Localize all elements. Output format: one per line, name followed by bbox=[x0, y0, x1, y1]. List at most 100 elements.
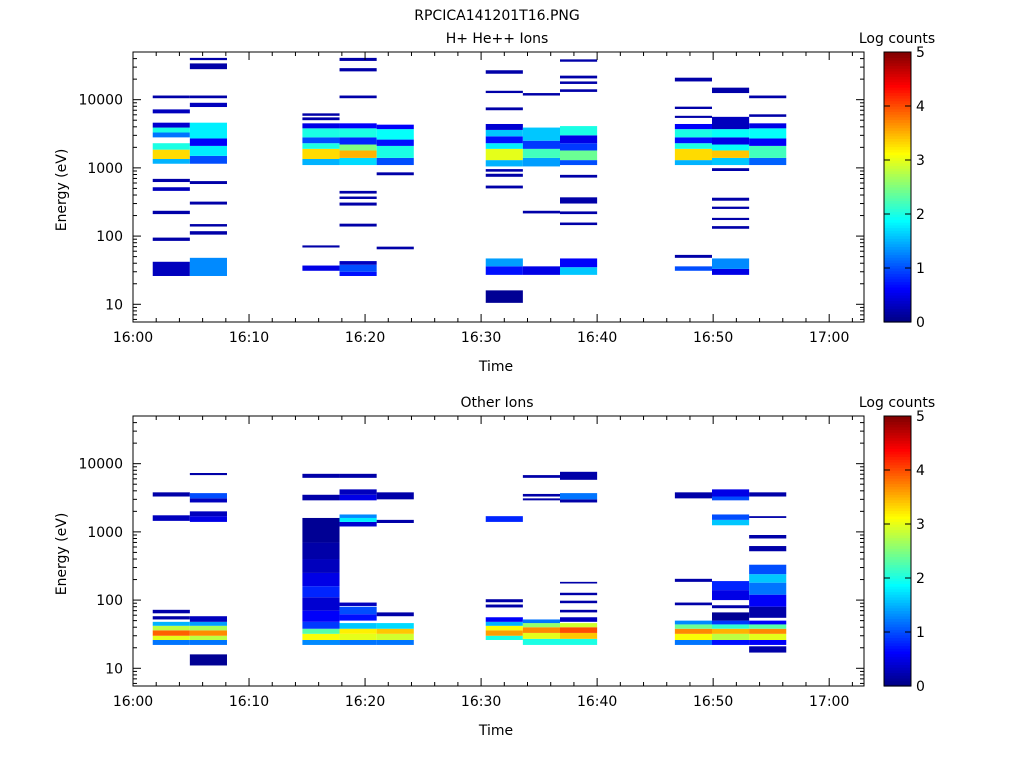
heatmap-cell bbox=[376, 519, 414, 523]
heatmap-cell bbox=[485, 136, 523, 144]
colorbar-band bbox=[884, 680, 911, 684]
colorbar-band bbox=[884, 60, 911, 64]
colorbar-band bbox=[884, 459, 911, 463]
colorbar-band bbox=[884, 295, 911, 299]
heatmap-cell bbox=[302, 633, 340, 640]
colorbar-band bbox=[884, 316, 911, 320]
colorbar-band bbox=[884, 669, 911, 674]
heatmap-cell bbox=[749, 574, 787, 583]
heatmap-cell bbox=[522, 210, 560, 214]
colorbar-band bbox=[884, 607, 911, 611]
colorbar-band bbox=[884, 488, 911, 493]
heatmap-cell bbox=[189, 493, 227, 499]
heatmap-cell bbox=[560, 581, 598, 584]
heatmap-cell bbox=[674, 160, 712, 166]
heatmap-cell bbox=[152, 621, 190, 626]
colorbar-band bbox=[884, 224, 911, 229]
colorbar-band bbox=[884, 197, 911, 202]
heatmap-cell bbox=[712, 129, 750, 138]
colorbar-tick-label: 4 bbox=[916, 99, 925, 115]
heatmap-cell bbox=[189, 201, 227, 205]
heatmap-cell bbox=[749, 492, 787, 497]
heatmap-cell bbox=[560, 258, 598, 268]
colorbar-band bbox=[884, 461, 911, 466]
x-tick-label: 16:40 bbox=[577, 694, 617, 710]
heatmap-cell bbox=[152, 635, 190, 640]
heatmap-cell bbox=[749, 535, 787, 539]
heatmap-cell bbox=[189, 181, 227, 185]
heatmap-cell bbox=[522, 623, 560, 628]
y-axis-label: Energy (eV) bbox=[54, 513, 70, 596]
colorbar-band bbox=[884, 133, 911, 137]
heatmap-cell bbox=[674, 148, 712, 161]
x-tick-label: 16:00 bbox=[113, 330, 153, 346]
colorbar-band bbox=[884, 572, 911, 576]
colorbar-band bbox=[884, 434, 911, 439]
colorbar-band bbox=[884, 81, 911, 85]
colorbar-band bbox=[884, 76, 911, 80]
heatmap-cell bbox=[712, 144, 750, 151]
colorbar-band bbox=[884, 103, 911, 107]
colorbar-band bbox=[884, 319, 911, 323]
colorbar-band bbox=[884, 52, 911, 56]
colorbar-band bbox=[884, 429, 911, 433]
colorbar-label: Log counts bbox=[859, 395, 935, 411]
heatmap-cell bbox=[485, 160, 523, 167]
y-tick-label: 10000 bbox=[78, 93, 123, 109]
colorbar-band bbox=[884, 561, 911, 566]
colorbar-band bbox=[884, 62, 911, 67]
colorbar-band bbox=[884, 567, 911, 571]
heatmap-cell bbox=[485, 185, 523, 189]
heatmap-cell bbox=[712, 496, 750, 501]
heatmap-cell bbox=[152, 187, 190, 191]
heatmap-cell bbox=[522, 627, 560, 633]
colorbar-band bbox=[884, 278, 911, 283]
heatmap-cell bbox=[522, 493, 560, 497]
colorbar-band bbox=[884, 510, 911, 514]
colorbar-band bbox=[884, 181, 911, 185]
heatmap-cell bbox=[749, 564, 787, 575]
colorbar-band bbox=[884, 211, 911, 215]
y-tick-label: 100 bbox=[96, 229, 123, 245]
colorbar-band bbox=[884, 551, 911, 555]
colorbar-band bbox=[884, 618, 911, 622]
heatmap-cell bbox=[749, 606, 787, 618]
colorbar-band bbox=[884, 615, 911, 620]
heatmap-cell bbox=[712, 581, 750, 591]
heatmap-cell bbox=[674, 628, 712, 634]
colorbar-band bbox=[884, 178, 911, 183]
heatmap-cell bbox=[560, 592, 598, 596]
heatmap-cell bbox=[339, 95, 377, 99]
colorbar-band bbox=[884, 135, 911, 139]
heatmap-cell bbox=[560, 617, 598, 622]
heatmap-cell bbox=[522, 619, 560, 624]
heatmap-cell bbox=[749, 114, 787, 117]
heatmap-cell bbox=[485, 290, 523, 303]
colorbar-band bbox=[884, 499, 911, 503]
colorbar-band bbox=[884, 124, 911, 129]
heatmap-cell bbox=[485, 107, 523, 111]
heatmap-cell bbox=[376, 633, 414, 640]
colorbar-band bbox=[884, 100, 911, 104]
heatmap-cell bbox=[749, 128, 787, 139]
colorbar-band bbox=[884, 683, 911, 687]
colorbar-band bbox=[884, 445, 911, 449]
heatmap-cell bbox=[560, 75, 598, 79]
heatmap-cell bbox=[485, 604, 523, 608]
heatmap-cell bbox=[302, 572, 340, 587]
colorbar-band bbox=[884, 569, 911, 574]
heatmap-cell bbox=[749, 628, 787, 634]
colorbar-band bbox=[884, 214, 911, 218]
heatmap-cell bbox=[749, 646, 787, 653]
heatmap-cell bbox=[674, 143, 712, 149]
x-tick-label: 16:50 bbox=[693, 330, 733, 346]
heatmap-cell bbox=[339, 150, 377, 158]
colorbar-band bbox=[884, 268, 911, 272]
heatmap-cell bbox=[749, 582, 787, 595]
heatmap-cell bbox=[152, 609, 190, 614]
axis-ticks: 16:00 16:10 16:20 16:30 16:40 16:50 17:00 10 100… bbox=[78, 51, 864, 346]
colorbar-band bbox=[884, 227, 911, 231]
colorbar-band bbox=[884, 270, 911, 274]
heatmap-cell bbox=[302, 542, 340, 560]
colorbar-band bbox=[884, 529, 911, 533]
